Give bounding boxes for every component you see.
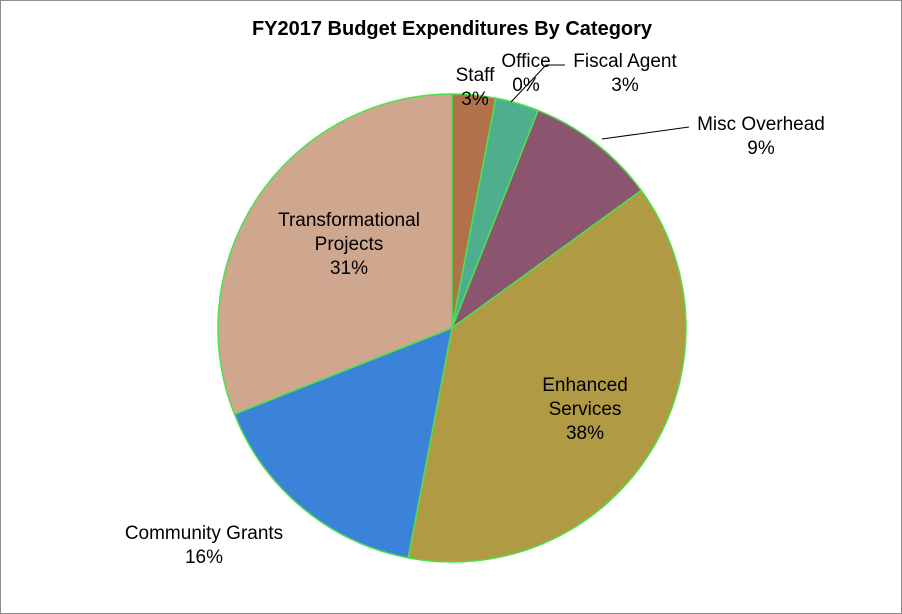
slice-label-name-misc-overhead: Misc Overhead xyxy=(697,114,825,135)
chart-title: FY2017 Budget Expenditures By Category xyxy=(252,18,653,40)
pie-slices xyxy=(217,93,687,563)
slice-label-name-fiscal-agent: Fiscal Agent xyxy=(573,51,677,72)
slice-labels: Staff 3% Office 0% Fiscal Agent 3% Misc Overhe… xyxy=(125,51,825,568)
slice-label-name-enhanced-services: Services xyxy=(549,399,622,420)
slice-label-name-transformational-projects: Transformational xyxy=(278,210,420,231)
leader-line-office xyxy=(510,64,565,103)
slice-label-name-office: Office xyxy=(501,51,550,72)
slice-label-value-fiscal-agent: 3% xyxy=(611,75,639,96)
slice-label-misc-overhead: Misc Overhead 9% xyxy=(697,114,825,159)
slice-label-staff: Staff 3% xyxy=(456,65,495,110)
slice-label-name-community-grants: Community Grants xyxy=(125,523,283,544)
slice-label-value-misc-overhead: 9% xyxy=(747,138,775,159)
slice-label-value-enhanced-services: 38% xyxy=(566,423,604,444)
slice-label-name-staff: Staff xyxy=(456,65,495,86)
leader-lines xyxy=(510,64,690,140)
slice-label-transformational-projects: Transformational Projects 31% xyxy=(278,210,420,279)
slice-label-name-transformational-projects: Projects xyxy=(315,234,384,255)
slice-label-fiscal-agent: Fiscal Agent 3% xyxy=(573,51,677,96)
slice-label-value-staff: 3% xyxy=(461,89,489,110)
slice-label-community-grants: Community Grants 16% xyxy=(125,523,283,568)
pie-slice-transformational-projects xyxy=(217,93,453,416)
slice-label-name-enhanced-services: Enhanced xyxy=(542,375,628,396)
leader-line-misc-overhead xyxy=(601,126,690,140)
slice-label-value-transformational-projects: 31% xyxy=(330,258,368,279)
slice-label-value-community-grants: 16% xyxy=(185,547,223,568)
slice-label-enhanced-services: Enhanced Services 38% xyxy=(542,375,628,444)
pie-slice-misc-overhead xyxy=(450,109,643,331)
pie-slice-community-grants xyxy=(233,326,453,559)
slice-label-value-office: 0% xyxy=(512,75,540,96)
slice-label-office: Office 0% xyxy=(501,51,550,96)
pie-slice-enhanced-services xyxy=(407,189,687,563)
